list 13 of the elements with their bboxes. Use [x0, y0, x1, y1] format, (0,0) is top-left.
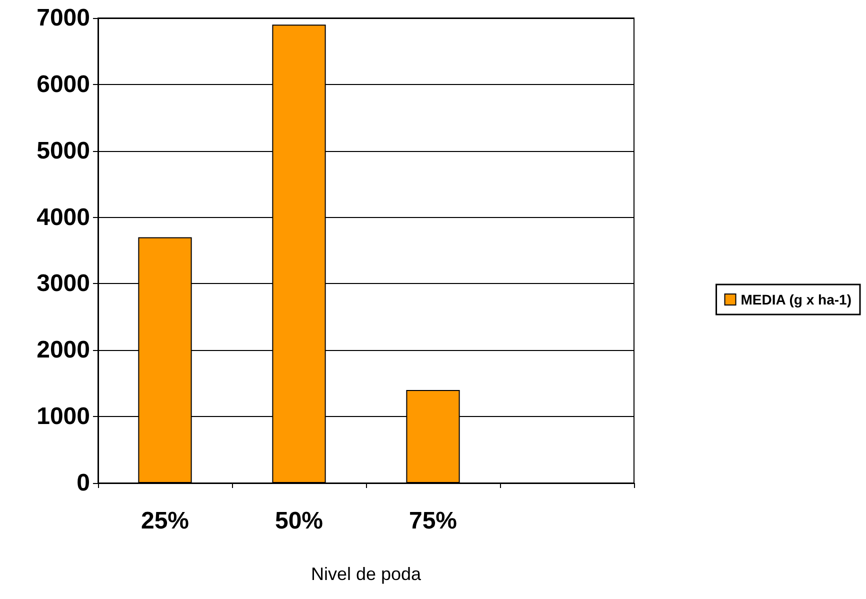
x-tick-label: 25% [140, 508, 190, 534]
y-tick-label: 1000 [36, 403, 90, 430]
x-axis-title: Nivel de poda [310, 564, 422, 584]
y-tick-label: 3000 [36, 270, 90, 298]
x-tick-label: 75% [408, 508, 458, 534]
y-tick-label: 0 [76, 470, 90, 496]
y-tick-label: 7000 [36, 4, 90, 32]
y-tick-label: 4000 [36, 204, 90, 231]
legend-label: MEDIA (g x ha-1) [740, 292, 852, 308]
y-tick-label: 5000 [36, 137, 90, 164]
y-tick-label: 6000 [36, 70, 90, 98]
x-tick-label: 50% [274, 508, 324, 534]
y-tick-label: 2000 [36, 336, 90, 364]
